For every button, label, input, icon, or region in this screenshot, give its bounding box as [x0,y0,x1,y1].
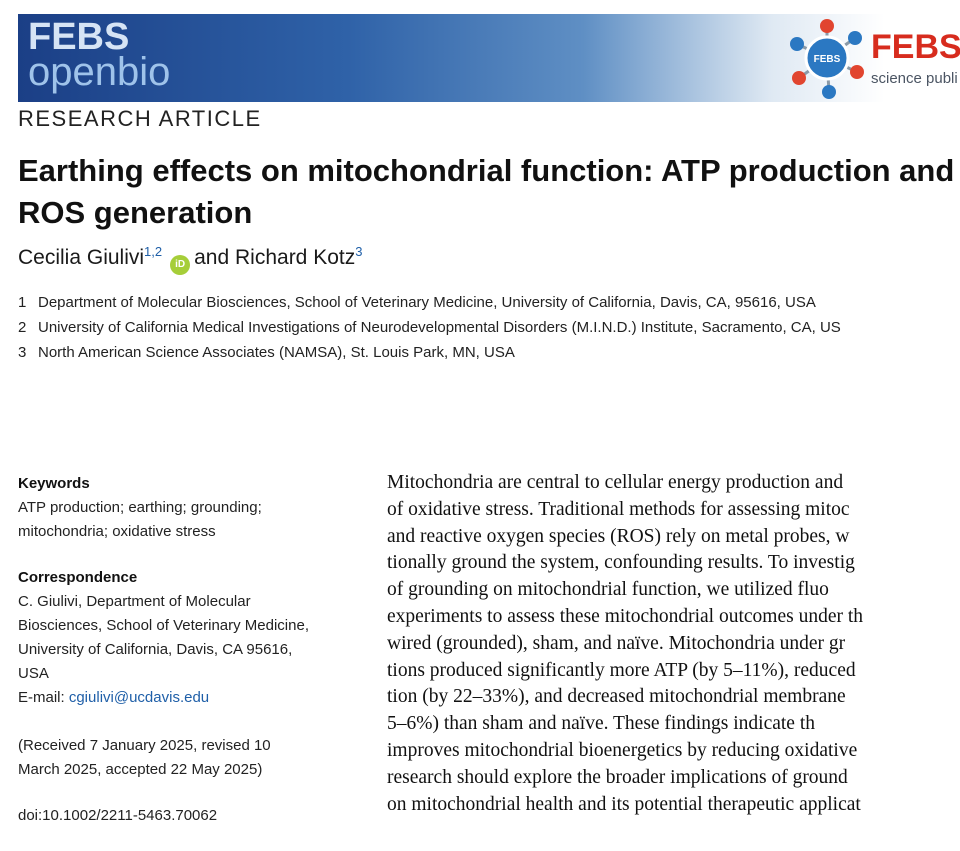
abstract-line: research should explore the broader impl… [387,766,848,788]
keywords-line: ATP production; earthing; grounding; [18,499,262,516]
article-type: RESEARCH ARTICLE [18,106,262,131]
keywords-line: mitochondria; oxidative stress [18,523,216,540]
publisher-badge-text: FEBS [814,54,841,65]
affiliation-item: 1 Department of Molecular Biosciences, Sc… [18,290,960,315]
keywords-heading: Keywords [18,475,90,492]
publisher-name: FEBS [871,28,960,66]
affiliation-list: 1 Department of Molecular Biosciences, Sc… [18,290,960,365]
email-link[interactable]: cgiulivi@ucdavis.edu [68,689,210,706]
author-name[interactable]: Richard Kotz [235,246,356,269]
author-list: Cecilia Giulivi1,2 iD and Richard Kotz3 [18,244,362,275]
journal-name-bottom: openbio [28,50,171,94]
correspondence-line: Biosciences, School of Veterinary Medici… [18,617,309,634]
affiliation-text: University of California Medical Investi… [38,319,841,336]
author-conjunction: and [194,246,230,269]
received-line: (Received 7 January 2025, revised 10 [18,737,271,754]
author-affiliation-marker[interactable]: 1,2 [144,244,163,259]
correspondence-line: University of California, Davis, CA 9561… [18,641,293,658]
abstract-line: and reactive oxygen species (ROS) rely o… [387,525,850,547]
article-title: Earthing effects on mitochondrial functi… [18,153,955,230]
affiliation-text: North American Science Associates (NAMSA… [38,344,515,361]
email-label: E-mail: [18,689,69,706]
journal-logo: FEBS openbio [28,18,170,92]
abstract-line: 5–6%) than sham and naïve. These finding… [387,713,815,735]
affiliation-number: 1 [18,294,27,311]
journal-header-banner: FEBS openbio FEBS FEBS science publi [18,14,960,102]
abstract-line: of grounding on mitochondrial function, … [387,579,829,601]
affiliation-number: 2 [18,319,27,336]
abstract-line: tionally ground the system, confounding … [387,552,855,574]
affiliation-item: 3 North American Science Associates (NAMS… [18,340,960,365]
correspondence-line: USA [18,665,49,682]
journal-name-top: FEBS [28,16,130,58]
received-line: March 2025, accepted 22 May 2025) [18,761,263,778]
affiliation-text: Department of Molecular Biosciences, Sch… [38,294,816,311]
abstract-line: experiments to assess these mitochondria… [387,605,864,627]
affiliation-item: 2 University of California Medical Invest… [18,315,960,340]
abstract-line: Mitochondria are central to cellular ene… [387,472,844,493]
publisher-logo: FEBS FEBS science publi [785,16,960,100]
affiliation-number: 3 [18,344,27,361]
abstract-line: of oxidative stress. Traditional methods… [387,498,850,520]
author-affiliation-marker[interactable]: 3 [355,244,363,259]
correspondence-heading: Correspondence [18,569,138,586]
abstract-line: improves mitochondrial bioenergetics by … [387,739,858,761]
abstract-line: on mitochondrial health and its potentia… [387,793,861,815]
correspondence-line: C. Giulivi, Department of Molecular [18,593,251,610]
abstract-line: wired (grounded), sham, and naïve. Mitoc… [387,632,846,654]
abstract-line: tions produced significantly more ATP (b… [387,659,856,681]
author-name[interactable]: Cecilia Giulivi [18,246,145,269]
febs-molecule-icon: FEBS [790,19,864,99]
abstract-line: tion (by 22–33%), and decreased mitochon… [387,686,846,708]
email-row: E-mail: cgiulivi@ucdavis.edu [18,686,358,710]
publisher-subtitle: science publi [871,70,958,87]
abstract: Mitochondria are central to cellular ene… [387,470,960,818]
orcid-icon[interactable]: iD [170,255,191,275]
article-sidebar: Keywords ATP production; earthing; groun… [18,472,358,828]
doi[interactable]: doi:10.1002/2211-5463.70062 [18,807,218,824]
